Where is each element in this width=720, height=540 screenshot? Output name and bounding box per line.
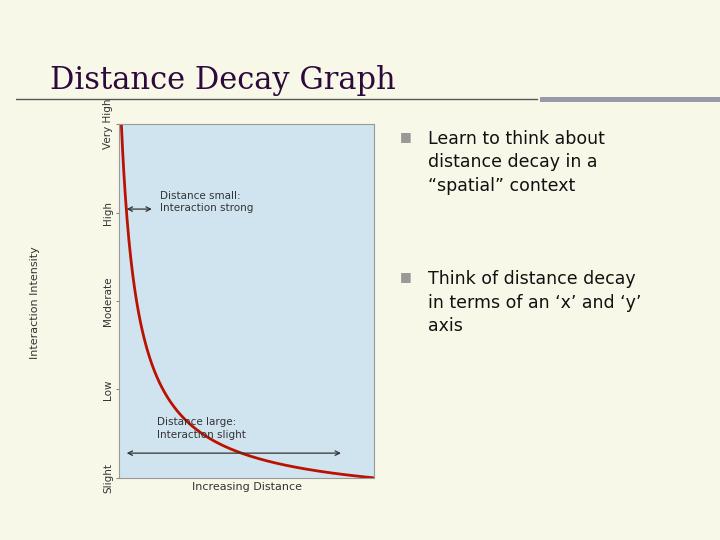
Text: Think of distance decay
in terms of an ‘x’ and ‘y’
axis: Think of distance decay in terms of an ‘… — [428, 270, 642, 335]
Text: Distance small:
Interaction strong: Distance small: Interaction strong — [160, 191, 253, 213]
X-axis label: Increasing Distance: Increasing Distance — [192, 482, 302, 492]
Text: Distance Decay Graph: Distance Decay Graph — [50, 65, 396, 96]
FancyBboxPatch shape — [541, 97, 720, 102]
Text: Interaction Intensity: Interaction Intensity — [30, 246, 40, 359]
Text: Distance large:
Interaction slight: Distance large: Interaction slight — [157, 417, 246, 440]
Text: ■: ■ — [400, 270, 411, 283]
Text: ■: ■ — [400, 130, 411, 143]
Text: Learn to think about
distance decay in a
“spatial” context: Learn to think about distance decay in a… — [428, 130, 606, 195]
